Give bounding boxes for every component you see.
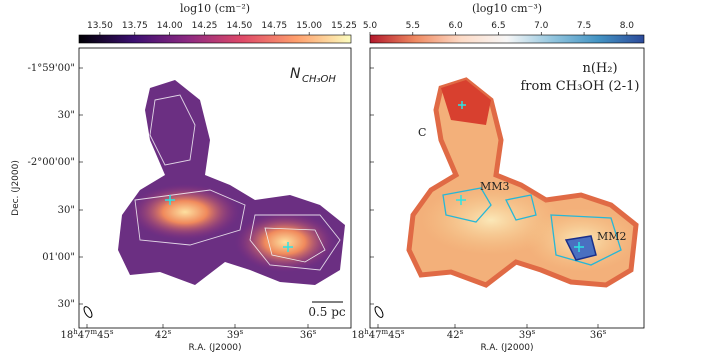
beam bbox=[374, 306, 384, 318]
contour bbox=[134, 94, 341, 271]
colorbar-tick-label: 13.50 bbox=[87, 21, 113, 31]
y-tick-label: 30" bbox=[58, 205, 75, 216]
x-tick-label-part: 47 bbox=[369, 330, 382, 341]
source-label: MM2 bbox=[597, 230, 627, 243]
colorbar-tick-label: 7.0 bbox=[534, 21, 549, 31]
contour bbox=[264, 227, 326, 263]
x-tick-label-part: 36 bbox=[300, 330, 313, 341]
colorbar-tick-label: 8.0 bbox=[620, 21, 635, 31]
source-label: MM3 bbox=[480, 180, 510, 193]
y-tick-label: 30" bbox=[58, 110, 75, 121]
x-tick-label-part: s bbox=[110, 328, 114, 336]
colorbar-tick-label: 5.5 bbox=[406, 21, 420, 31]
x-tick-label: 39s bbox=[519, 328, 536, 341]
contour bbox=[442, 187, 622, 266]
colorbar-tick-label: 14.00 bbox=[157, 21, 183, 31]
panel-title: from CH₃OH (2-1) bbox=[520, 79, 639, 94]
x-axis-label: R.A. (J2000) bbox=[480, 343, 533, 353]
x-tick-label-part: 39 bbox=[227, 330, 240, 341]
colorbar-tick-label: 14.75 bbox=[261, 21, 287, 31]
x-tick-label-part: 45 bbox=[388, 330, 401, 341]
colorbar-tick-label: 6.0 bbox=[448, 21, 463, 31]
x-tick-label-part: 39 bbox=[519, 330, 532, 341]
colorbar-label: log10 (cm⁻²) bbox=[180, 2, 250, 15]
colorbar-label: (log10 cm⁻³) bbox=[472, 2, 542, 15]
panel-title: N bbox=[290, 66, 301, 82]
x-tick-label-part: 42 bbox=[447, 330, 460, 341]
colorbar-tick-label: 5.0 bbox=[363, 21, 378, 31]
y-tick-label: -1°59'00" bbox=[27, 63, 75, 74]
emission-peak bbox=[130, 184, 240, 240]
colorbar-tick-label: 15.25 bbox=[331, 21, 357, 31]
colorbar bbox=[369, 34, 645, 44]
x-tick-label-part: 18 bbox=[352, 330, 365, 341]
x-tick-label-part: s bbox=[240, 328, 244, 336]
x-tick-label-part: s bbox=[313, 328, 317, 336]
axes-frame bbox=[78, 47, 352, 329]
panel-title: n(H₂) bbox=[582, 61, 617, 76]
contour bbox=[564, 235, 597, 261]
colorbar-tick-label: 14.50 bbox=[227, 21, 253, 31]
y-tick-label: 01'00" bbox=[42, 252, 75, 263]
x-tick-label-part: 47 bbox=[78, 330, 91, 341]
x-tick-label-part: 42 bbox=[155, 330, 168, 341]
source-marker bbox=[165, 195, 293, 252]
right-map: n(H₂) from CH₃OH (2-1) C MM3 MM2 bbox=[369, 47, 645, 329]
y-tick-label: 30" bbox=[58, 299, 75, 310]
colorbar-tick-label: 13.75 bbox=[122, 21, 148, 31]
x-tick-label-part: 18 bbox=[61, 330, 74, 341]
density-region bbox=[421, 185, 561, 255]
x-tick-label-part: s bbox=[401, 328, 405, 336]
x-tick-label-part: h bbox=[73, 328, 78, 336]
x-tick-label-part: s bbox=[168, 328, 172, 336]
x-tick-label: 18h47m45s bbox=[61, 328, 114, 341]
x-tick-label-part: s bbox=[603, 328, 607, 336]
colorbar-tick-label: 14.25 bbox=[192, 21, 218, 31]
source-label: C bbox=[418, 126, 426, 139]
x-axis-label: R.A. (J2000) bbox=[188, 343, 241, 353]
x-tick-label: 36s bbox=[300, 328, 317, 341]
x-tick-label: 18h47m45s bbox=[352, 328, 405, 341]
x-tick-label-part: 45 bbox=[97, 330, 110, 341]
colorbar-tick-label: 7.5 bbox=[577, 21, 591, 31]
emission-peak bbox=[235, 212, 335, 272]
y-tick-label: -2°00'00" bbox=[27, 157, 75, 168]
panel-title-sub: CH₃OH bbox=[302, 74, 336, 85]
axes-frame bbox=[369, 47, 645, 329]
x-tick-label: 36s bbox=[590, 328, 607, 341]
x-tick-label-part: h bbox=[364, 328, 369, 336]
x-tick-label-part: m bbox=[91, 328, 98, 336]
source-marker bbox=[456, 101, 584, 252]
colorbar-tick-label: 6.5 bbox=[491, 21, 505, 31]
colorbar-tick-label: 15.00 bbox=[296, 21, 322, 31]
colorbar bbox=[78, 34, 352, 44]
x-tick-label-part: s bbox=[460, 328, 464, 336]
left-map: 0.5 pc N CH₃OH bbox=[78, 47, 352, 329]
scale-bar-label: 0.5 pc bbox=[308, 305, 346, 319]
y-axis-label: Dec. (J2000) bbox=[11, 160, 21, 216]
x-tick-label-part: s bbox=[532, 328, 536, 336]
x-tick-label: 42s bbox=[155, 328, 172, 341]
x-tick-label-part: 36 bbox=[590, 330, 603, 341]
x-tick-label: 42s bbox=[447, 328, 464, 341]
beam bbox=[83, 306, 93, 318]
x-tick-label: 39s bbox=[227, 328, 244, 341]
x-tick-label-part: m bbox=[382, 328, 389, 336]
high-edge bbox=[441, 80, 491, 125]
